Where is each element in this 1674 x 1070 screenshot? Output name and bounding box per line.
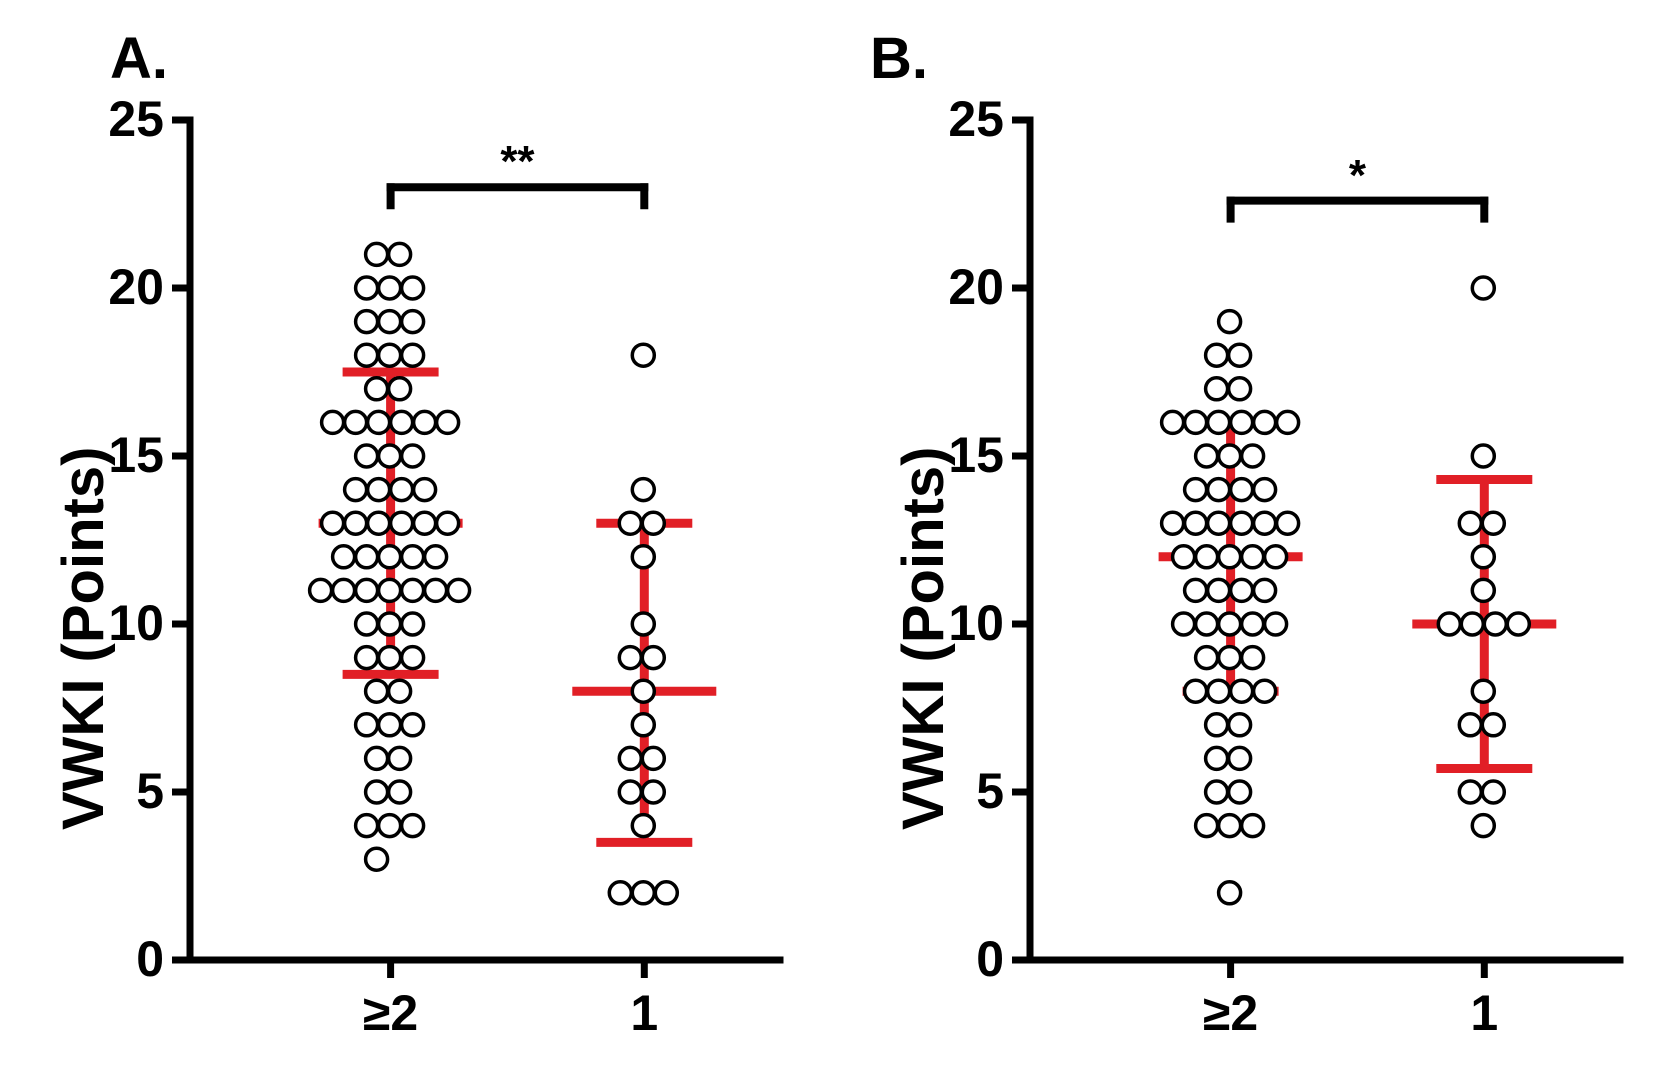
- x-tick-label: ≥2: [1151, 984, 1311, 1042]
- y-tick-label: 20: [108, 258, 164, 316]
- y-tick-label: 15: [108, 426, 164, 484]
- y-tick-label: 25: [948, 90, 1004, 148]
- significance-label: *: [1297, 151, 1417, 201]
- y-tick-label: 10: [108, 594, 164, 652]
- y-tick-label: 0: [136, 930, 164, 988]
- x-tick-label: ≥2: [311, 984, 471, 1042]
- panel-B: B.VWKI (Points)0510152025≥21*: [840, 0, 1674, 1070]
- plot-svg: [0, 0, 830, 1070]
- y-tick-label: 0: [976, 930, 1004, 988]
- plot-svg: [840, 0, 1674, 1070]
- y-tick-label: 5: [136, 762, 164, 820]
- significance-label: **: [457, 137, 577, 187]
- y-tick-label: 25: [108, 90, 164, 148]
- y-tick-label: 20: [948, 258, 1004, 316]
- panel-A: A.VWKI (Points)0510152025≥21**: [0, 0, 830, 1070]
- figure: A.VWKI (Points)0510152025≥21**B.VWKI (Po…: [0, 0, 1674, 1070]
- y-tick-label: 15: [948, 426, 1004, 484]
- x-tick-label: 1: [1404, 984, 1564, 1042]
- x-tick-label: 1: [564, 984, 724, 1042]
- y-tick-label: 10: [948, 594, 1004, 652]
- y-tick-label: 5: [976, 762, 1004, 820]
